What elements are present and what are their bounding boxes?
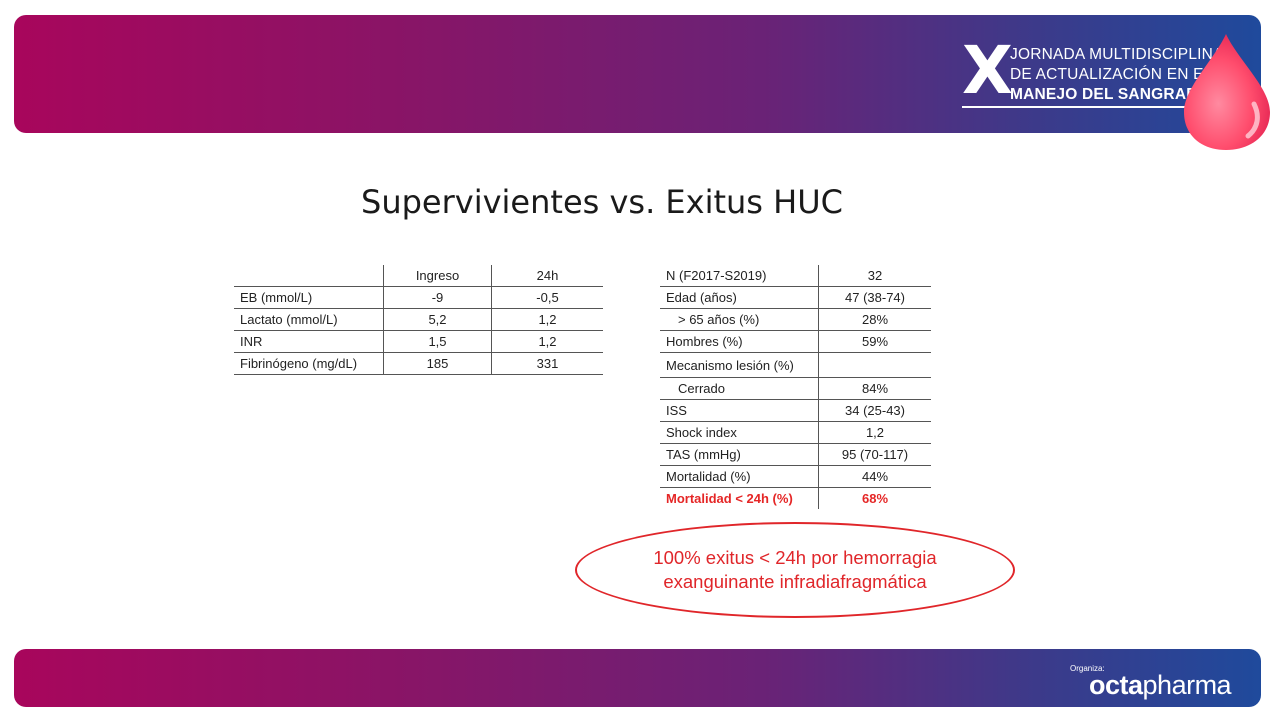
table-cell: Cerrado bbox=[660, 377, 819, 400]
table-cell: Fibrinógeno (mg/dL) bbox=[234, 352, 384, 375]
table-cell: > 65 años (%) bbox=[660, 308, 819, 331]
table-cell: 1,5 bbox=[383, 330, 492, 353]
table-cell: 1,2 bbox=[818, 421, 931, 444]
logo-underline bbox=[962, 106, 1212, 108]
table-cell: 44% bbox=[818, 465, 931, 488]
table-cell: 84% bbox=[818, 377, 931, 400]
table-row: Hombres (%) 59% bbox=[660, 330, 931, 353]
octapharma-logo: octapharma bbox=[1089, 670, 1232, 701]
table-header-row: Ingreso 24h bbox=[234, 265, 603, 287]
header-band bbox=[14, 15, 1261, 133]
table-cell: -9 bbox=[383, 286, 492, 309]
table-cell: Lactato (mmol/L) bbox=[234, 308, 384, 331]
table-cell: N (F2017-S2019) bbox=[660, 265, 819, 287]
table-header-cell bbox=[234, 265, 384, 287]
table-cell: 47 (38-74) bbox=[818, 286, 931, 309]
logo-numeral: X bbox=[962, 32, 1013, 109]
table-cell: 32 bbox=[818, 265, 931, 287]
table-row: ISS 34 (25-43) bbox=[660, 399, 931, 422]
table-cell: Shock index bbox=[660, 421, 819, 444]
table-cell: 59% bbox=[818, 330, 931, 353]
lab-values-table: Ingreso 24h EB (mmol/L) -9 -0,5 Lactato … bbox=[234, 265, 603, 375]
table-cell: 34 (25-43) bbox=[818, 399, 931, 422]
slide-content: Supervivientes vs. Exitus HUC Ingreso 24… bbox=[123, 133, 1081, 637]
table-cell: Mortalidad (%) bbox=[660, 465, 819, 488]
table-row: TAS (mmHg) 95 (70-117) bbox=[660, 443, 931, 466]
logo-line-1: JORNADA MULTIDISCIPLINAR bbox=[1010, 46, 1235, 63]
patient-characteristics-table: N (F2017-S2019) 32 Edad (años) 47 (38-74… bbox=[660, 265, 931, 509]
table-cell bbox=[818, 352, 931, 378]
table-row: Lactato (mmol/L) 5,2 1,2 bbox=[234, 308, 603, 331]
table-row: Cerrado 84% bbox=[660, 377, 931, 400]
logo-line-3: MANEJO DEL SANGRADO bbox=[1010, 86, 1210, 103]
callout-ellipse: 100% exitus < 24h por hemorragia exangui… bbox=[575, 522, 1015, 618]
blood-drop-icon bbox=[1184, 34, 1270, 150]
table-row: Mecanismo lesión (%) bbox=[660, 352, 931, 378]
table-row: Edad (años) 47 (38-74) bbox=[660, 286, 931, 309]
brand-part-2: pharma bbox=[1142, 670, 1232, 700]
table-cell: INR bbox=[234, 330, 384, 353]
table-cell: 5,2 bbox=[383, 308, 492, 331]
brand-part-1: octa bbox=[1089, 670, 1143, 700]
callout-line-1: 100% exitus < 24h por hemorragia bbox=[653, 547, 937, 568]
slide-title: Supervivientes vs. Exitus HUC bbox=[361, 183, 843, 221]
table-row: N (F2017-S2019) 32 bbox=[660, 265, 931, 287]
table-cell: TAS (mmHg) bbox=[660, 443, 819, 466]
logo-line-2: DE ACTUALIZACIÓN EN EL bbox=[1010, 66, 1213, 83]
table-row: EB (mmol/L) -9 -0,5 bbox=[234, 286, 603, 309]
event-logo: X JORNADA MULTIDISCIPLINAR DE ACTUALIZAC… bbox=[962, 38, 1235, 108]
table-cell: Mortalidad < 24h (%) bbox=[666, 491, 793, 506]
table-cell: 95 (70-117) bbox=[818, 443, 931, 466]
callout-line-2: exanguinante infradiafragmática bbox=[663, 571, 927, 592]
table-cell: EB (mmol/L) bbox=[234, 286, 384, 309]
table-row: INR 1,5 1,2 bbox=[234, 330, 603, 353]
table-cell: Mecanismo lesión (%) bbox=[660, 352, 819, 378]
table-row: > 65 años (%) 28% bbox=[660, 308, 931, 331]
table-row-highlight: Mortalidad < 24h (%) 68% bbox=[660, 487, 931, 509]
table-cell: ISS bbox=[660, 399, 819, 422]
table-row: Shock index 1,2 bbox=[660, 421, 931, 444]
table-cell: 185 bbox=[383, 352, 492, 375]
footer-band bbox=[14, 649, 1261, 707]
table-cell: 68% bbox=[818, 487, 931, 509]
organizer-label: Organiza: bbox=[1070, 664, 1105, 673]
table-cell: Hombres (%) bbox=[660, 330, 819, 353]
table-header-cell: 24h bbox=[491, 265, 603, 287]
table-row: Fibrinógeno (mg/dL) 185 331 bbox=[234, 352, 603, 375]
table-cell: 1,2 bbox=[491, 308, 603, 331]
table-cell: 1,2 bbox=[491, 330, 603, 353]
table-cell: 28% bbox=[818, 308, 931, 331]
table-row: Mortalidad (%) 44% bbox=[660, 465, 931, 488]
table-cell: -0,5 bbox=[491, 286, 603, 309]
table-header-cell: Ingreso bbox=[383, 265, 492, 287]
table-cell: 331 bbox=[491, 352, 603, 375]
table-cell: Edad (años) bbox=[660, 286, 819, 309]
